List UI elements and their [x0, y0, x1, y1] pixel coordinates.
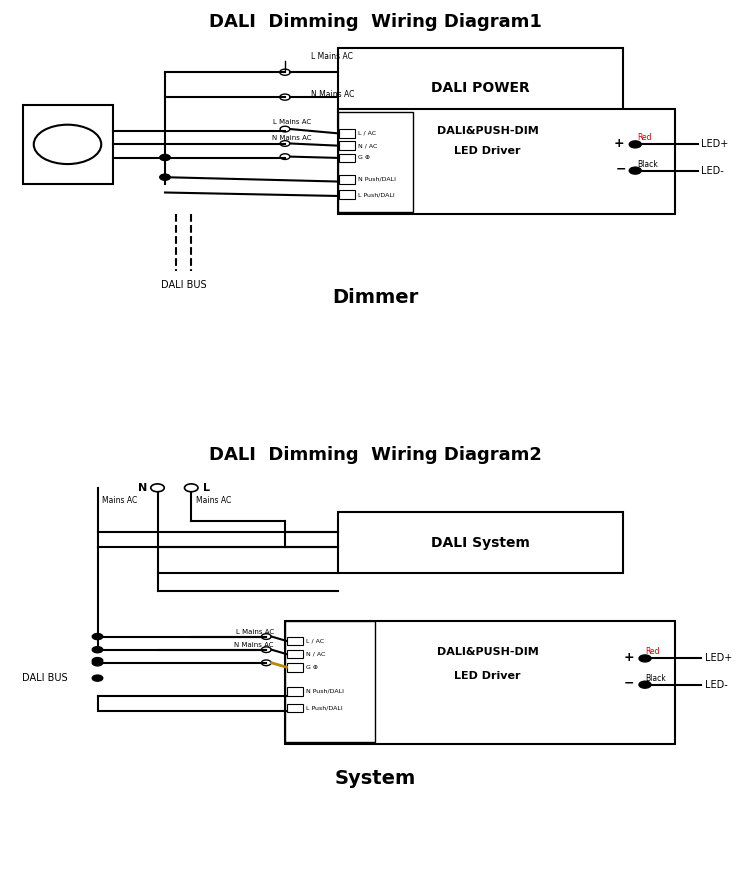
- Text: L: L: [202, 483, 210, 493]
- Text: Black: Black: [645, 674, 666, 682]
- Text: −: −: [616, 163, 626, 176]
- Text: −: −: [623, 677, 634, 690]
- Text: LED-: LED-: [701, 165, 724, 176]
- Text: DALI POWER: DALI POWER: [430, 80, 530, 94]
- Circle shape: [92, 647, 103, 653]
- Text: N / AC: N / AC: [358, 144, 378, 148]
- Circle shape: [92, 634, 103, 640]
- Text: System: System: [334, 769, 416, 788]
- Text: DALI  Dimming  Wiring Diagram2: DALI Dimming Wiring Diagram2: [209, 446, 542, 464]
- Bar: [286, 687, 303, 696]
- Bar: [22, 105, 112, 184]
- Circle shape: [629, 167, 641, 174]
- Bar: [339, 190, 356, 199]
- Text: N Mains AC: N Mains AC: [272, 135, 311, 141]
- Text: DALI BUS: DALI BUS: [22, 673, 68, 683]
- Text: Mains AC: Mains AC: [196, 496, 231, 506]
- Text: +: +: [623, 651, 634, 663]
- Text: L Mains AC: L Mains AC: [236, 629, 274, 635]
- Bar: [339, 141, 356, 150]
- Text: L Mains AC: L Mains AC: [311, 52, 353, 61]
- Text: +: +: [614, 136, 624, 150]
- Bar: [286, 637, 303, 646]
- Circle shape: [160, 154, 170, 160]
- Text: DALI  Dimming  Wiring Diagram1: DALI Dimming Wiring Diagram1: [209, 13, 542, 31]
- Text: N Push/DALI: N Push/DALI: [358, 177, 397, 182]
- Text: G ⊕: G ⊕: [306, 665, 318, 669]
- Circle shape: [639, 654, 651, 662]
- Text: LED Driver: LED Driver: [454, 671, 520, 681]
- Text: N Push/DALI: N Push/DALI: [306, 689, 344, 694]
- Circle shape: [92, 660, 103, 666]
- Text: Dimmer: Dimmer: [332, 288, 419, 307]
- Bar: [339, 154, 356, 162]
- Bar: [338, 512, 622, 573]
- Bar: [339, 129, 356, 137]
- Bar: [285, 621, 675, 744]
- Text: N / AC: N / AC: [306, 652, 326, 656]
- Text: DALI&PUSH-DIM: DALI&PUSH-DIM: [436, 647, 538, 657]
- Text: LED+: LED+: [701, 139, 728, 150]
- Bar: [339, 175, 356, 184]
- Circle shape: [629, 141, 641, 148]
- Text: Mains AC: Mains AC: [102, 496, 138, 506]
- Text: Red: Red: [645, 648, 659, 656]
- Text: DALI&PUSH-DIM: DALI&PUSH-DIM: [436, 126, 538, 136]
- Text: N: N: [138, 483, 147, 493]
- Text: LED Driver: LED Driver: [454, 146, 520, 156]
- Text: L Mains AC: L Mains AC: [273, 120, 311, 125]
- Bar: [285, 621, 375, 741]
- Text: Black: Black: [638, 159, 658, 169]
- Bar: [286, 704, 303, 712]
- Text: N Mains AC: N Mains AC: [311, 89, 355, 99]
- Circle shape: [92, 676, 103, 681]
- Circle shape: [639, 681, 651, 688]
- Bar: [338, 48, 622, 127]
- Circle shape: [92, 658, 103, 663]
- Text: Red: Red: [638, 133, 652, 143]
- Text: G ⊕: G ⊕: [358, 156, 370, 160]
- Text: DALI BUS: DALI BUS: [161, 280, 206, 290]
- Text: L / AC: L / AC: [306, 639, 324, 643]
- Bar: [286, 663, 303, 672]
- Text: DALI System: DALI System: [430, 536, 530, 550]
- Text: L / AC: L / AC: [358, 131, 376, 136]
- Text: LED-: LED-: [705, 680, 728, 690]
- Bar: [338, 111, 412, 212]
- Text: N Mains AC: N Mains AC: [234, 642, 274, 648]
- Text: L Push/DALI: L Push/DALI: [306, 705, 343, 710]
- Text: L Push/DALI: L Push/DALI: [358, 192, 395, 197]
- Bar: [338, 109, 675, 214]
- Circle shape: [160, 174, 170, 180]
- Bar: [286, 649, 303, 658]
- Text: LED+: LED+: [705, 654, 732, 663]
